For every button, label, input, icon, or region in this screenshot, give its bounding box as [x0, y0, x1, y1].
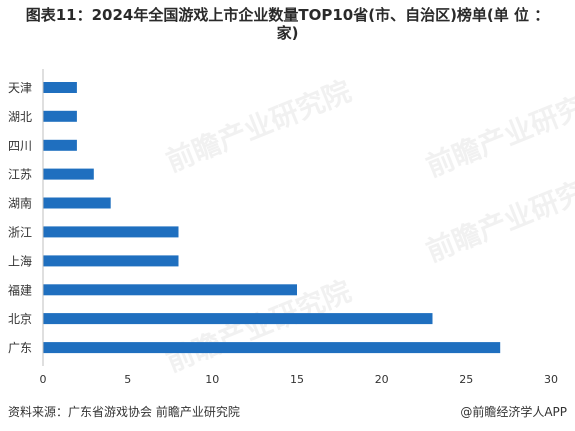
chart-title-line2: 家) [276, 24, 299, 42]
category-label-5: 浙江 [8, 225, 32, 239]
bar-1 [43, 110, 77, 122]
bar-2 [43, 139, 77, 151]
category-label-2: 四川 [8, 139, 32, 153]
category-label-4: 湖南 [8, 196, 32, 211]
x-tick-label-2: 10 [205, 373, 219, 386]
chart-title: 图表11：2024年全国游戏上市企业数量TOP10省(市、自治区)榜单(单 位 … [0, 6, 575, 42]
bar-0 [43, 82, 77, 93]
category-label-1: 湖北 [8, 109, 32, 124]
bar-3 [43, 168, 94, 180]
footer: 资料来源：广东省游戏协会 前瞻产业研究院 @前瞻经济学人APP [0, 403, 575, 421]
category-label-0: 天津 [8, 81, 32, 95]
bar-6 [43, 255, 179, 267]
bar-5 [43, 226, 179, 238]
category-label-9: 广东 [8, 341, 32, 355]
x-tick-label-5: 25 [459, 373, 473, 386]
source-note: 资料来源：广东省游戏协会 前瞻产业研究院 [8, 405, 240, 419]
x-tick-label-6: 30 [544, 373, 558, 386]
x-tick-label-0: 0 [40, 373, 47, 386]
category-label-8: 北京 [8, 312, 32, 326]
bars-group [43, 82, 501, 354]
bar-4 [43, 197, 111, 209]
brand-label: @前瞻经济学人APP [460, 405, 567, 419]
x-tick-labels: 0 5 10 15 20 25 30 [40, 373, 559, 386]
bar-9 [43, 342, 501, 354]
x-tick-label-4: 20 [375, 373, 389, 386]
bar-7 [43, 284, 297, 296]
chart-title-line1: 图表11：2024年全国游戏上市企业数量TOP10省(市、自治区)榜单(单 位 … [25, 6, 550, 24]
bar-8 [43, 313, 433, 325]
x-tick-label-1: 5 [124, 373, 131, 386]
x-tick-label-3: 15 [290, 373, 304, 386]
category-label-7: 福建 [8, 282, 32, 297]
category-label-6: 上海 [8, 253, 32, 268]
category-label-3: 江苏 [8, 168, 32, 182]
